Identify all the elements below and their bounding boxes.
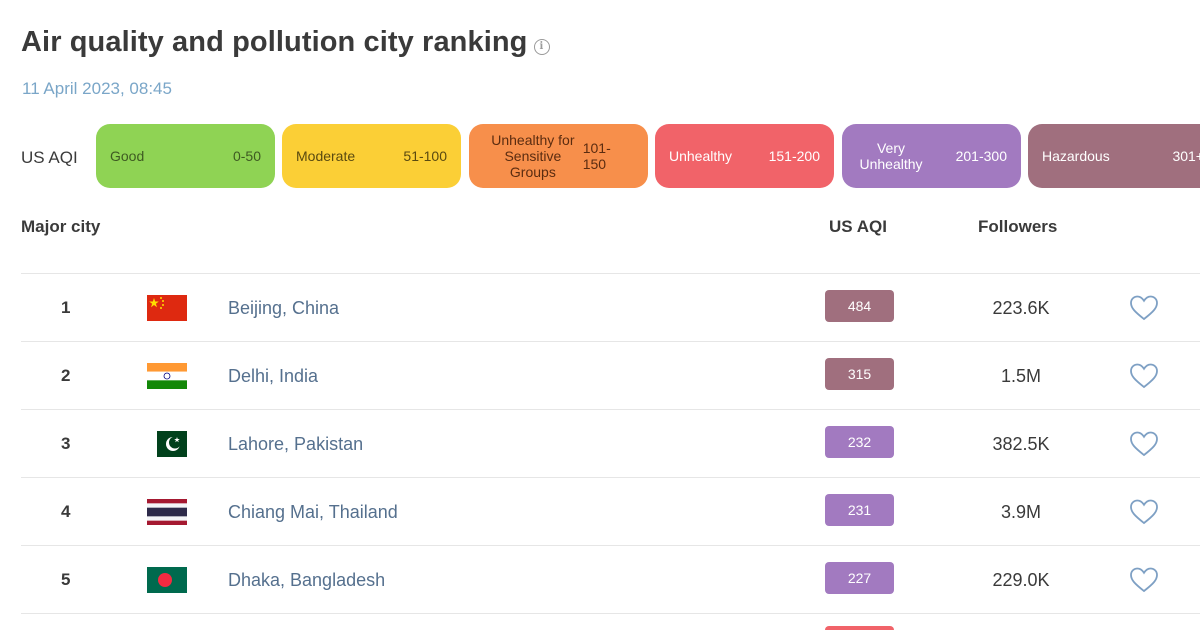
legend-name: Unhealthy: [669, 148, 733, 164]
table-row[interactable]: 1 Beijing, China 484 223.6K: [21, 274, 1200, 342]
legend-range: 151-200: [768, 148, 820, 164]
rank: 4: [61, 502, 71, 521]
followers-count: 1.5M: [1000, 366, 1042, 386]
city-link[interactable]: Beijing, China: [228, 298, 340, 318]
table-row[interactable]: 4 Chiang Mai, Thailand 231 3.9M: [21, 478, 1200, 546]
aqi-badge: 227: [825, 562, 894, 594]
table-row-partial: [21, 612, 1200, 630]
aqi-badge: 232: [825, 426, 894, 458]
legend-name: Good: [110, 148, 145, 164]
legend-name: Unhealthy for Sensitive Groups: [491, 132, 575, 180]
followers-count: 382.5K: [992, 434, 1050, 454]
heart-icon[interactable]: [1129, 430, 1159, 458]
table-row[interactable]: 5 Dhaka, Bangladesh 227 229.0K: [21, 546, 1200, 614]
bangladesh-flag-icon: [147, 567, 187, 593]
rank: 1: [61, 298, 71, 317]
page-title: Air quality and pollution city ranking i: [21, 26, 550, 59]
city-link[interactable]: Delhi, India: [228, 366, 319, 386]
legend-range: 301+: [1172, 148, 1200, 164]
rank: 5: [61, 570, 71, 589]
table-row[interactable]: 3 Lahore, Pakistan 232 382.5K: [21, 410, 1200, 478]
page-title-text: Air quality and pollution city ranking: [21, 26, 528, 58]
pakistan-flag-icon: [147, 431, 187, 457]
column-header-followers[interactable]: Followers: [978, 217, 1058, 236]
legend-range: 51-100: [403, 148, 447, 164]
column-header-aqi[interactable]: US AQI: [829, 217, 887, 236]
china-flag-icon: [147, 295, 187, 321]
legend-moderate: Moderate 51-100: [282, 124, 461, 188]
heart-icon[interactable]: [1129, 294, 1159, 322]
legend-name: Moderate: [296, 148, 356, 164]
legend-name: Hazardous: [1042, 148, 1110, 164]
heart-icon[interactable]: [1129, 566, 1159, 594]
legend-range: 101-150: [582, 140, 611, 172]
city-link[interactable]: Chiang Mai, Thailand: [228, 502, 398, 522]
followers-count: 229.0K: [992, 570, 1050, 590]
aqi-badge-partial: [825, 626, 894, 630]
followers-count: 3.9M: [1000, 502, 1042, 522]
heart-icon[interactable]: [1129, 362, 1159, 390]
city-link[interactable]: Lahore, Pakistan: [228, 434, 364, 454]
column-header-city: Major city: [21, 217, 101, 236]
legend-good: Good 0-50: [96, 124, 275, 188]
divider: [21, 273, 1200, 274]
followers-count: 223.6K: [992, 298, 1050, 318]
india-flag-icon: [147, 363, 187, 389]
rank: 2: [61, 366, 71, 385]
aqi-badge: 315: [825, 358, 894, 390]
rank: 3: [61, 434, 71, 453]
aqi-badge: 484: [825, 290, 894, 322]
thailand-flag-icon: [147, 499, 187, 525]
legend-unhealthy: Unhealthy 151-200: [655, 124, 834, 188]
legend-label: US AQI: [21, 148, 78, 167]
info-icon[interactable]: i: [533, 38, 550, 55]
timestamp: 11 April 2023, 08:45: [22, 79, 172, 98]
legend-unhealthy-sensitive: Unhealthy for Sensitive Groups 101-150: [469, 124, 648, 188]
legend-range: 0-50: [232, 148, 261, 164]
city-link[interactable]: Dhaka, Bangladesh: [228, 570, 386, 590]
legend-name: Very Unhealthy: [859, 140, 923, 172]
aqi-badge: 231: [825, 494, 894, 526]
legend-hazardous: Hazardous 301+: [1028, 124, 1200, 188]
legend-range: 201-300: [955, 148, 1007, 164]
table-row[interactable]: 2 Delhi, India 315 1.5M: [21, 342, 1200, 410]
legend-very-unhealthy: Very Unhealthy 201-300: [842, 124, 1021, 188]
heart-icon[interactable]: [1129, 498, 1159, 526]
